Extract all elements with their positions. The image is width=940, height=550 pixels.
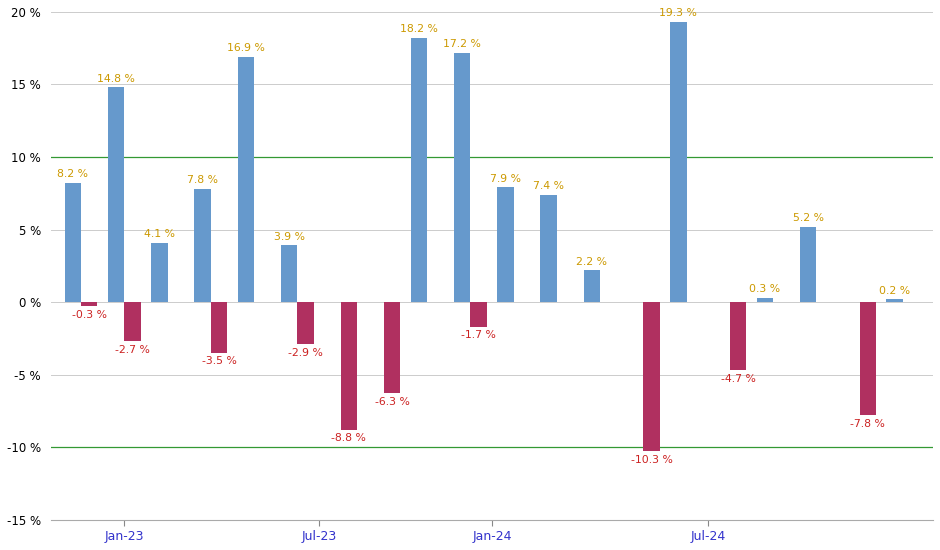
- Text: 7.8 %: 7.8 %: [187, 175, 218, 185]
- Bar: [281, 245, 297, 302]
- Bar: [540, 195, 556, 302]
- Text: 3.9 %: 3.9 %: [274, 232, 305, 242]
- Text: -0.3 %: -0.3 %: [71, 310, 107, 320]
- Text: 4.1 %: 4.1 %: [144, 229, 175, 239]
- Text: 8.2 %: 8.2 %: [57, 169, 88, 179]
- Bar: [454, 53, 470, 302]
- Bar: [886, 299, 902, 302]
- Text: -6.3 %: -6.3 %: [374, 397, 410, 407]
- Bar: [757, 298, 773, 302]
- Bar: [65, 183, 81, 302]
- Bar: [729, 302, 746, 370]
- Bar: [859, 302, 876, 415]
- Text: -10.3 %: -10.3 %: [631, 455, 672, 465]
- Text: 16.9 %: 16.9 %: [227, 43, 265, 53]
- Text: -4.7 %: -4.7 %: [721, 374, 756, 384]
- Bar: [497, 188, 513, 302]
- Bar: [470, 302, 487, 327]
- Bar: [411, 38, 427, 302]
- Bar: [124, 302, 141, 341]
- Bar: [238, 57, 254, 302]
- Bar: [151, 243, 167, 302]
- Text: 7.4 %: 7.4 %: [533, 181, 564, 191]
- Bar: [384, 302, 400, 393]
- Text: 0.2 %: 0.2 %: [879, 285, 910, 295]
- Bar: [340, 302, 357, 430]
- Text: 18.2 %: 18.2 %: [400, 24, 438, 35]
- Bar: [211, 302, 227, 353]
- Text: 17.2 %: 17.2 %: [443, 39, 481, 49]
- Text: 2.2 %: 2.2 %: [576, 256, 607, 267]
- Text: -1.7 %: -1.7 %: [462, 331, 496, 340]
- Text: -2.9 %: -2.9 %: [288, 348, 323, 358]
- Text: 19.3 %: 19.3 %: [659, 8, 697, 19]
- Text: 5.2 %: 5.2 %: [792, 213, 823, 223]
- Text: -3.5 %: -3.5 %: [201, 356, 237, 366]
- Bar: [297, 302, 314, 344]
- Bar: [81, 302, 98, 306]
- Text: -7.8 %: -7.8 %: [851, 419, 885, 429]
- Text: -8.8 %: -8.8 %: [331, 433, 367, 443]
- Bar: [108, 87, 124, 302]
- Bar: [800, 227, 816, 302]
- Text: 0.3 %: 0.3 %: [749, 284, 780, 294]
- Bar: [643, 302, 660, 452]
- Bar: [584, 270, 600, 302]
- Bar: [670, 22, 686, 302]
- Text: -2.7 %: -2.7 %: [115, 345, 150, 355]
- Text: 14.8 %: 14.8 %: [97, 74, 135, 84]
- Text: 7.9 %: 7.9 %: [490, 174, 521, 184]
- Bar: [195, 189, 211, 302]
